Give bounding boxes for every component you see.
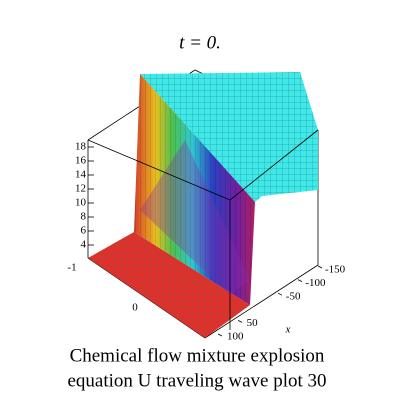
z-tick-label: 12: [75, 183, 86, 195]
x-tick: [317, 265, 323, 269]
z-tick-label: 4: [81, 239, 87, 251]
caption: Chemical flow mixture explosion: [70, 345, 325, 366]
x-tick: [277, 292, 283, 296]
y-tick-label: -1: [67, 262, 76, 274]
surface: [88, 72, 318, 338]
z-tick-label: 8: [81, 211, 87, 223]
peak: [140, 140, 250, 295]
x-tick: [237, 320, 243, 323]
z-tick-label: 18: [75, 141, 87, 153]
x-axis-label: x: [285, 324, 291, 336]
x-tick-label: -50: [286, 290, 301, 302]
x-tick: [297, 279, 303, 282]
x-tick-label: 100: [227, 331, 244, 343]
x-tick: [217, 333, 223, 337]
z-tick-label: 16: [75, 155, 87, 167]
y-tick-label: 0: [132, 302, 138, 314]
z-tick-label: 10: [75, 197, 87, 209]
z-tick-label: 6: [81, 225, 87, 237]
chart-title: t = 0.: [179, 32, 221, 53]
caption: equation U traveling wave plot 30: [67, 370, 326, 391]
x-tick-label: -150: [325, 264, 346, 276]
x-tick-label: 50: [247, 317, 259, 329]
z-tick-label: 14: [75, 169, 87, 181]
x-tick-label: -100: [305, 277, 326, 289]
box-front: [87, 129, 319, 330]
